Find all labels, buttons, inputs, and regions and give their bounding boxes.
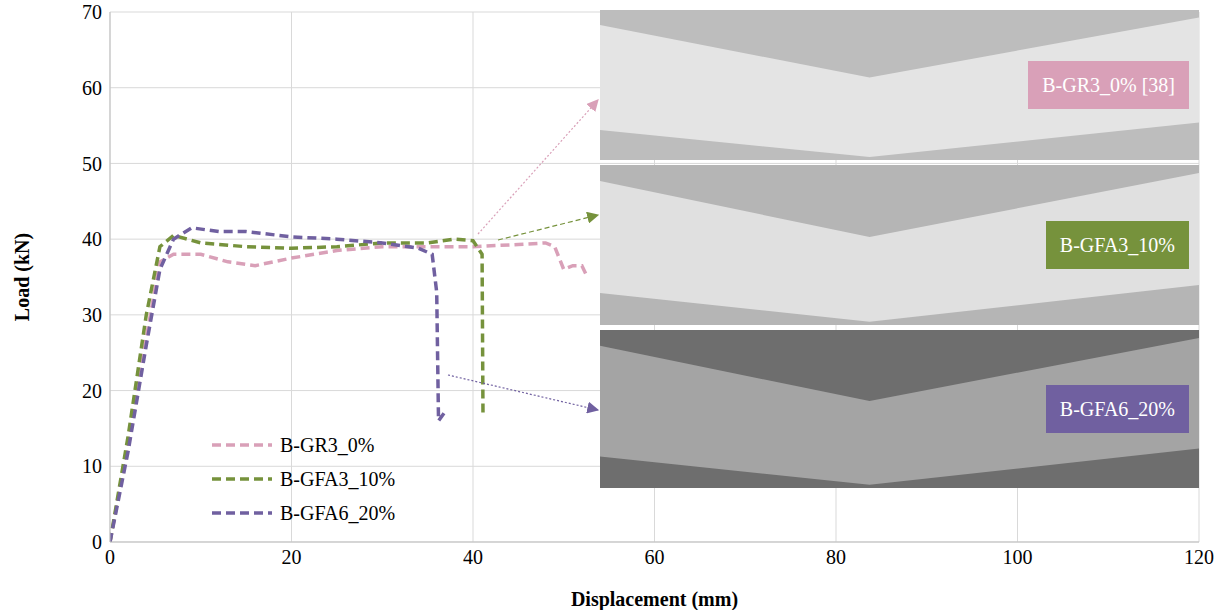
svg-text:20: 20 [282, 546, 302, 568]
html-text:B-GFA3_10%: B-GFA3_10% [1059, 234, 1175, 256]
svg-text:20: 20 [82, 380, 102, 402]
html-text:B-GR3_0%: B-GR3_0% [280, 433, 375, 456]
svg-text:Load (kN): Load (kN) [11, 233, 34, 321]
svg-text:30: 30 [82, 304, 102, 326]
svg-text:10: 10 [82, 455, 102, 477]
svg-text:70: 70 [82, 1, 102, 23]
svg-text:50: 50 [82, 153, 102, 175]
svg-text:60: 60 [82, 77, 102, 99]
svg-text:60: 60 [645, 546, 665, 568]
html-text:B-GFA6_20%: B-GFA6_20% [1059, 398, 1175, 420]
svg-text:0: 0 [92, 531, 102, 553]
svg-text:40: 40 [82, 228, 102, 250]
svg-text:0: 0 [105, 546, 115, 568]
svg-text:100: 100 [1003, 546, 1033, 568]
html-text:B-GFA3_10%: B-GFA3_10% [280, 467, 396, 490]
svg-text:40: 40 [463, 546, 483, 568]
svg-text:Displacement (mm): Displacement (mm) [571, 588, 738, 610]
svg-text:120: 120 [1184, 546, 1214, 568]
html-text:B-GR3_0% [38]: B-GR3_0% [38] [1042, 74, 1175, 96]
svg-text:80: 80 [826, 546, 846, 568]
html-text:B-GFA6_20%: B-GFA6_20% [280, 501, 396, 524]
